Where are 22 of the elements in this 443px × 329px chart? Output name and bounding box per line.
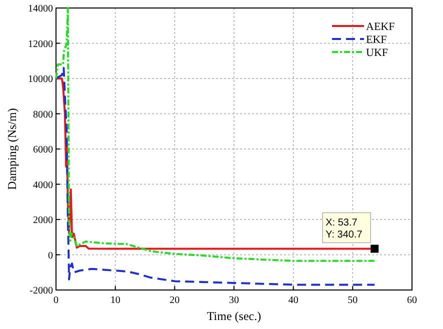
x-axis-title: Time (sec.): [206, 309, 262, 323]
y-tick-label: 10000: [28, 74, 53, 85]
line-series: [55, 66, 376, 286]
y-axis-title: Damping (Ns/m): [5, 108, 19, 190]
x-tick-label: 50: [348, 295, 358, 306]
y-tick-label: 12000: [28, 38, 53, 50]
legend-label: UKF: [366, 47, 388, 59]
y-tick-label: 14000: [28, 4, 53, 14]
x-tick-label: 30: [229, 295, 239, 306]
x-tick-label: 60: [407, 295, 417, 306]
x-tick-label: 10: [110, 295, 120, 306]
legend-label: EKF: [366, 34, 387, 46]
annotation: X: 53.7 Y: 340.7: [326, 218, 363, 241]
x-tick-label: 20: [170, 295, 180, 306]
y-tick-label: 4000: [33, 180, 53, 191]
x-tick-label: 40: [288, 295, 298, 306]
y-tick-label: 6000: [33, 144, 53, 156]
legend-label: AEKF: [366, 21, 395, 33]
y-tick-label: 8000: [33, 109, 53, 120]
y-tick-label: 0: [48, 250, 53, 262]
y-tick-label: 2000: [33, 215, 53, 226]
y-tick-label: -2000: [30, 286, 53, 296]
